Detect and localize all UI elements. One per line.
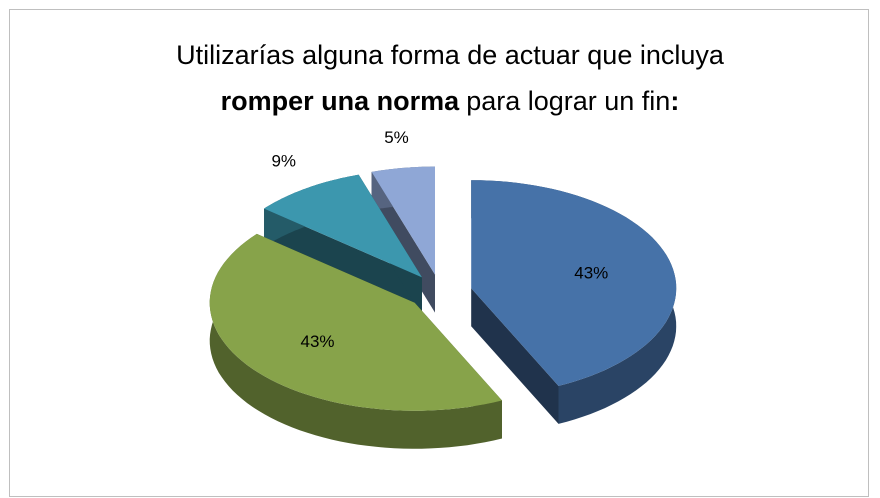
- slice-wall: [471, 288, 559, 424]
- data-label: 43%: [574, 264, 608, 283]
- data-label: 43%: [301, 332, 335, 351]
- slice: [264, 174, 422, 278]
- slice-wall: [264, 208, 422, 316]
- slice: [371, 166, 435, 275]
- slice: [471, 180, 677, 386]
- title-part: :: [670, 86, 679, 116]
- data-label: 9%: [271, 152, 296, 171]
- title-part: Utilizarías alguna forma de actuar que i…: [176, 40, 725, 70]
- title-part: para lograr un fin: [466, 86, 670, 116]
- chart-title: romper una norma para lograr un fin:: [221, 86, 680, 116]
- data-label: 5%: [384, 128, 409, 147]
- title-part: romper una norma: [221, 86, 461, 116]
- slice-side: [209, 233, 502, 449]
- slice: [209, 233, 502, 411]
- chart-title: Utilizarías alguna forma de actuar que i…: [176, 40, 725, 70]
